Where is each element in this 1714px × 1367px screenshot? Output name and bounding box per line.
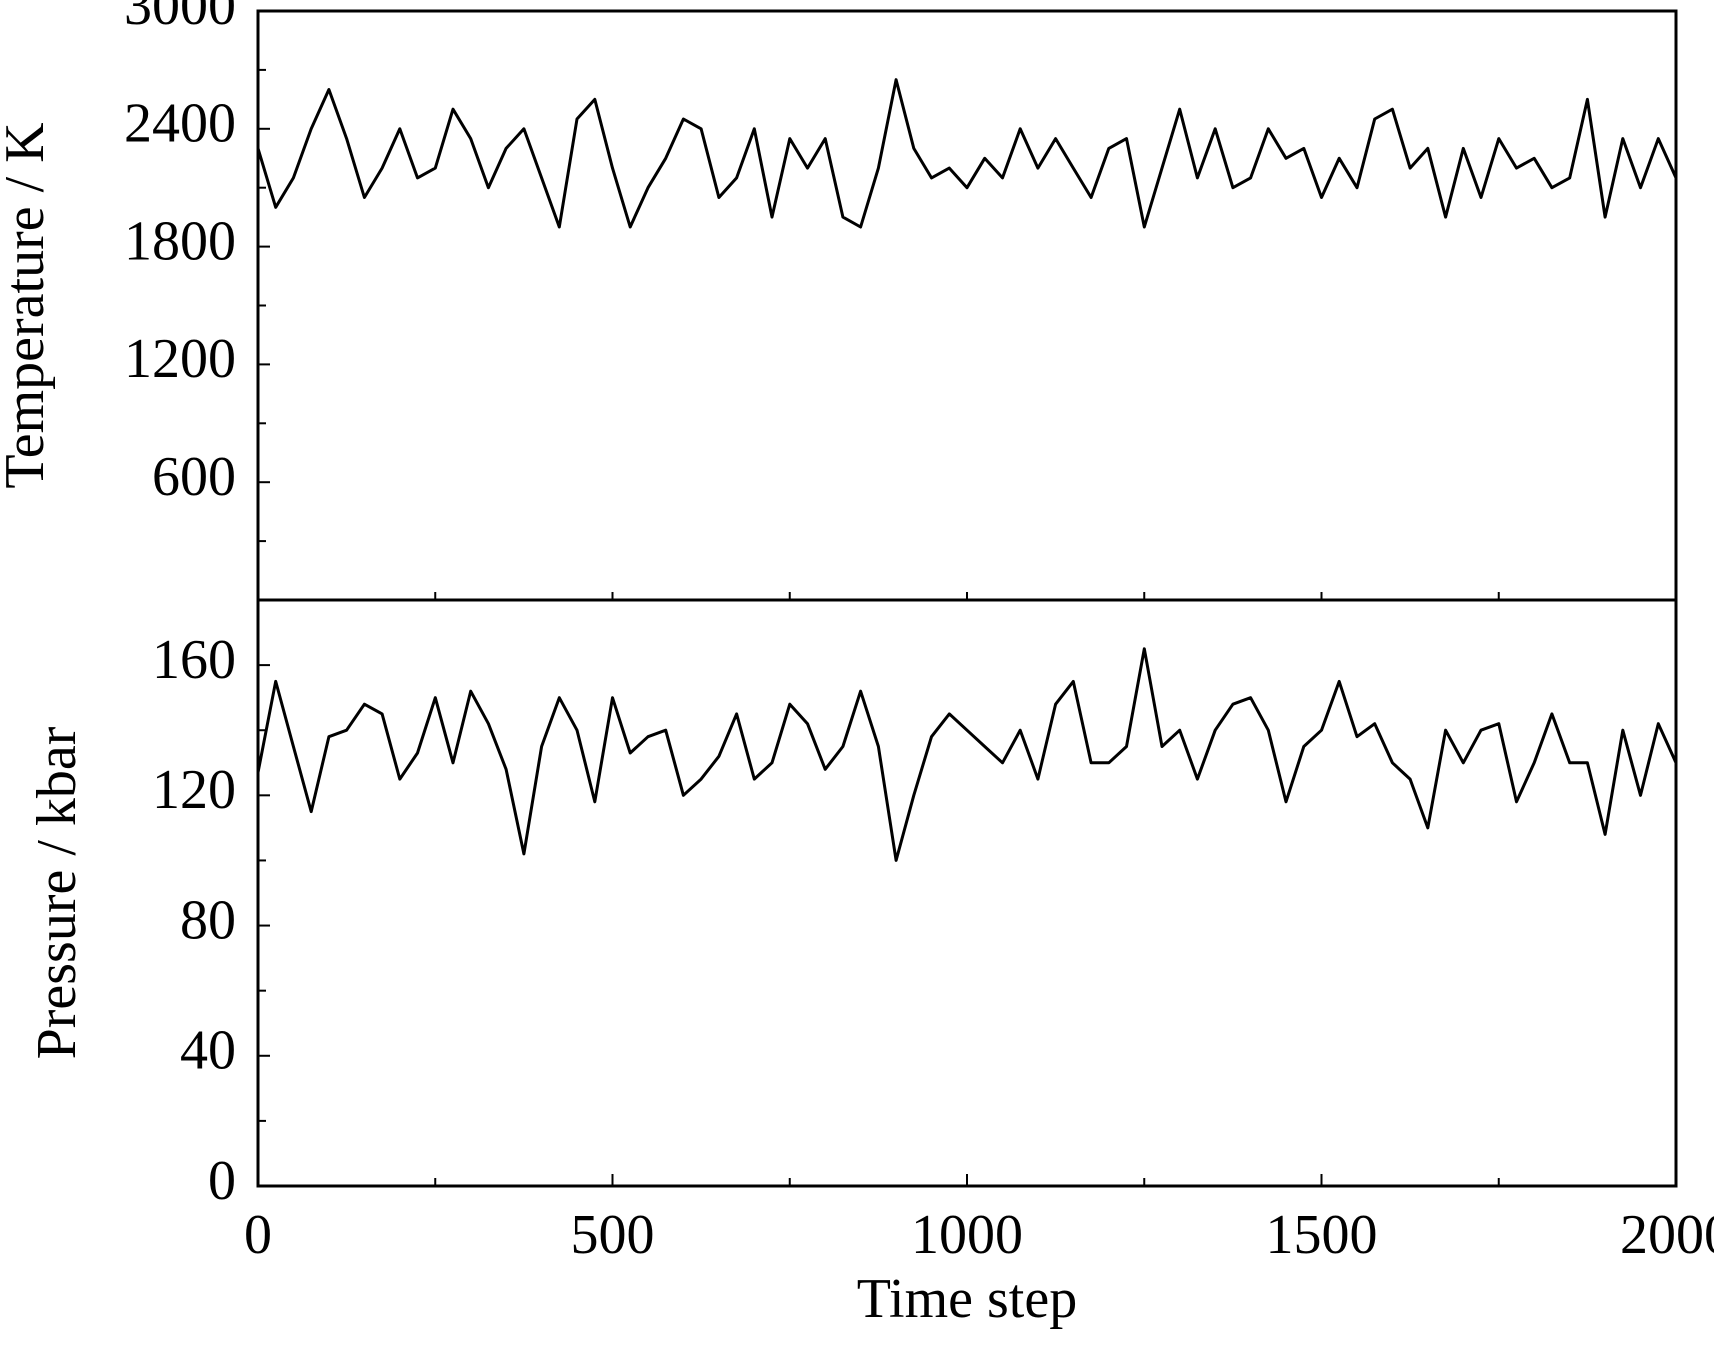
y-tick-label: 1200 [124, 328, 236, 390]
y-tick-label: 120 [152, 759, 236, 821]
x-axis-label: Time step [857, 1268, 1077, 1330]
y-tick-label: 2400 [124, 93, 236, 155]
data-line [256, 78, 1678, 229]
x-tick-label: 500 [571, 1204, 655, 1266]
y-axis-label: Pressure / kbar [26, 726, 88, 1059]
y-tick-label: 3000 [124, 0, 236, 37]
y-tick-label: 600 [152, 446, 236, 508]
plot-frame [256, 598, 1678, 1188]
x-tick-label: 1000 [911, 1204, 1023, 1266]
y-tick-label: 1800 [124, 210, 236, 272]
y-tick-label: 80 [180, 889, 236, 951]
y-tick-label: 0 [208, 1150, 236, 1212]
x-tick-label: 1500 [1266, 1204, 1378, 1266]
y-tick-label: 160 [152, 629, 236, 691]
y-axis-label: Temperature / K [0, 122, 56, 488]
x-tick-label: 2000 [1620, 1204, 1714, 1266]
x-tick-label: 0 [244, 1204, 272, 1266]
y-tick-label: 40 [180, 1020, 236, 1082]
plot-frame [256, 9, 1678, 602]
data-line [256, 647, 1678, 862]
